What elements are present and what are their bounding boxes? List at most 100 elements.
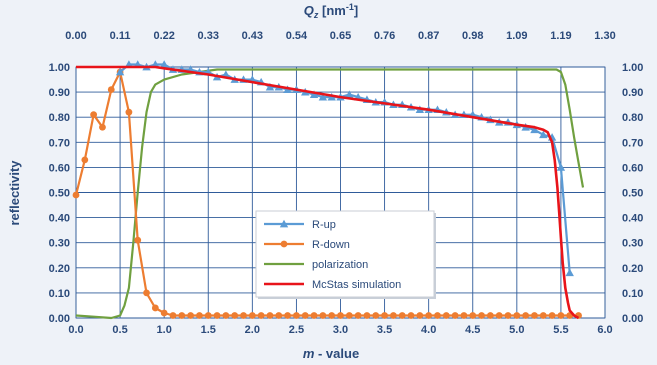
r-down-point <box>557 312 565 319</box>
y-tick-label-right: 0.80 <box>622 112 643 124</box>
r-down-point <box>460 312 468 319</box>
y-axis-ticks-left: 0.00 0.10 0.20 0.30 0.40 0.50 0.60 0.70 0.80 0.90… <box>49 62 70 325</box>
y-tick-label-left: 0.10 <box>49 288 70 300</box>
y-tick-label-right: 0.20 <box>622 263 643 275</box>
legend-entry-r-up: R-up <box>264 219 336 231</box>
r-down-point <box>257 312 265 319</box>
mcstas-simulation-line <box>76 65 580 320</box>
r-down-point <box>345 312 353 319</box>
r-up-point <box>115 67 125 76</box>
series-mcstas-simulation <box>76 65 580 320</box>
series-layer <box>72 60 585 320</box>
r-down-point <box>495 312 503 319</box>
r-down-point <box>72 191 80 199</box>
r-down-point <box>504 312 512 319</box>
y-tick-label-right: 0.70 <box>622 137 643 149</box>
y-axis-title: reflectivity <box>7 160 22 226</box>
r-down-point <box>275 312 283 319</box>
r-up-point <box>265 82 275 91</box>
r-down-point <box>107 86 115 93</box>
x-axis-title-rest: - value <box>314 346 359 361</box>
r-down-point <box>99 123 106 131</box>
y-tick-label-left: 0.00 <box>49 313 70 325</box>
x-tick-label: 5.0 <box>509 324 524 336</box>
r-down-point <box>187 312 195 319</box>
r-down-point <box>407 312 415 319</box>
y-axis-ticks-right: 0.00 0.10 0.20 0.30 0.40 0.50 0.60 0.70 0.80 0.90… <box>622 62 643 325</box>
r-down-line <box>74 70 579 317</box>
legend-label-polarization: polarization <box>312 259 368 271</box>
r-down-point <box>337 312 344 319</box>
r-down-point <box>134 236 142 244</box>
r-down-point <box>531 312 538 319</box>
y-tick-label-left: 0.40 <box>49 213 70 225</box>
top-axis-title-q: Q <box>304 3 314 18</box>
x-tick-label: 2.0 <box>245 324 260 336</box>
x-tick-label: 0.0 <box>68 324 83 336</box>
y-tick-label-right: 0.00 <box>622 313 643 325</box>
top-axis-title-sup: -1 <box>346 2 354 12</box>
top-tick-label: 0.00 <box>65 30 86 42</box>
x-tick-label: 0.5 <box>112 324 127 336</box>
r-down-point <box>248 312 256 319</box>
y-tick-label-left: 1.00 <box>49 62 70 74</box>
r-down-point <box>231 312 239 319</box>
r-down-point <box>390 312 397 319</box>
r-up-point <box>345 90 354 98</box>
r-down-point <box>213 312 221 319</box>
r-down-point <box>204 312 212 319</box>
x-tick-label: 1.0 <box>157 324 172 336</box>
top-tick-label: 0.43 <box>242 30 263 42</box>
x-tick-label: 5.5 <box>553 324 568 336</box>
top-axis-title-unit: [nm <box>318 3 345 18</box>
y-tick-label-left: 0.50 <box>49 188 70 200</box>
r-down-point <box>513 312 521 319</box>
r-down-point <box>416 312 424 319</box>
legend: R-up R-down polarization McStas simulation <box>255 210 436 299</box>
r-down-point <box>522 312 530 319</box>
r-down-point <box>196 312 203 319</box>
r-down-point <box>169 312 177 319</box>
legend-entry-polarization: polarization <box>264 259 368 271</box>
y-tick-label-right: 0.50 <box>622 188 643 200</box>
r-up-point <box>530 125 539 134</box>
top-tick-label: 0.76 <box>374 30 395 42</box>
top-tick-label: 0.65 <box>330 30 351 42</box>
y-tick-label-left: 0.70 <box>49 137 70 149</box>
x-tick-label: 1.5 <box>201 324 216 336</box>
top-axis-ticks: 0.00 0.11 0.22 0.33 0.43 0.54 0.65 0.76 0.87 0.98… <box>65 30 615 42</box>
r-down-point <box>143 289 150 297</box>
x-tick-label: 3.0 <box>333 324 348 336</box>
y-tick-label-right: 0.60 <box>622 162 643 174</box>
legend-marker-r-up <box>279 219 289 228</box>
r-down-point <box>539 312 547 319</box>
r-down-point <box>398 312 406 319</box>
top-axis-title-close: ] <box>354 3 358 18</box>
r-down-point <box>381 312 388 319</box>
y-tick-label-right: 0.10 <box>622 288 643 300</box>
r-down-point <box>478 312 485 319</box>
top-tick-label: 0.33 <box>198 30 219 42</box>
y-tick-label-right: 0.30 <box>622 238 643 250</box>
x-tick-label: 4.5 <box>465 324 480 336</box>
top-axis-title: Qz [nm-1] <box>304 2 358 20</box>
r-down-point <box>266 312 274 319</box>
r-down-point <box>372 312 380 319</box>
r-up-point <box>565 268 574 277</box>
polarization-line <box>75 68 585 320</box>
r-down-point <box>548 312 556 319</box>
x-tick-label: 6.0 <box>597 324 612 336</box>
legend-label-r-up: R-up <box>312 219 336 231</box>
r-down-point <box>354 312 362 319</box>
r-up-point <box>539 130 548 139</box>
r-down-point <box>425 312 433 319</box>
x-tick-label: 2.5 <box>289 324 304 336</box>
r-up-point <box>556 163 566 171</box>
r-down-point <box>125 108 133 116</box>
top-axis-title-sub: z <box>313 10 319 20</box>
y-tick-label-left: 0.80 <box>49 112 70 124</box>
r-down-point <box>178 312 186 319</box>
y-tick-label-left: 0.90 <box>49 87 70 99</box>
r-down-point <box>442 312 450 319</box>
